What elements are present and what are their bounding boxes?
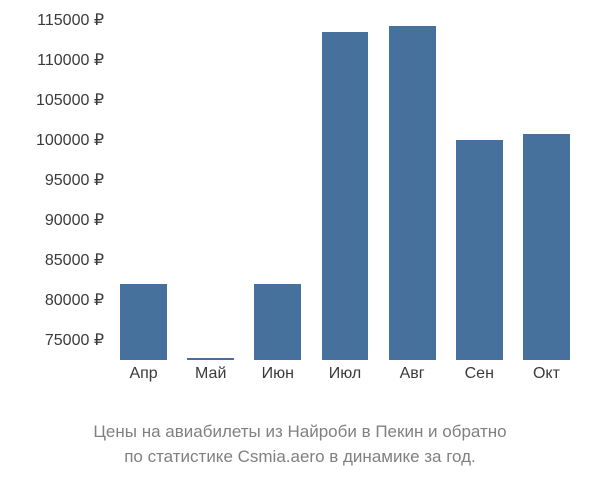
price-bar-chart: 75000 ₽ 80000 ₽ 85000 ₽ 90000 ₽ 95000 ₽ 10000…	[0, 0, 600, 410]
y-tick-label: 75000 ₽	[0, 330, 110, 350]
bar	[254, 284, 301, 360]
bar-slot	[446, 0, 513, 360]
y-tick-label: 95000 ₽	[0, 170, 110, 190]
y-tick-label: 90000 ₽	[0, 210, 110, 230]
bar-slot	[177, 0, 244, 360]
bars-container	[110, 0, 580, 360]
bar	[456, 140, 503, 360]
y-tick-label: 85000 ₽	[0, 250, 110, 270]
y-tick-label: 110000 ₽	[0, 50, 110, 70]
bar-slot	[110, 0, 177, 360]
chart-plot-area	[110, 0, 580, 360]
bar-slot	[513, 0, 580, 360]
bar	[322, 32, 369, 360]
bar	[120, 284, 167, 360]
x-tick-label: Окт	[513, 365, 580, 383]
y-axis: 75000 ₽ 80000 ₽ 85000 ₽ 90000 ₽ 95000 ₽ 10000…	[0, 0, 110, 360]
bar	[187, 358, 234, 360]
y-tick-label: 100000 ₽	[0, 130, 110, 150]
bar-slot	[379, 0, 446, 360]
caption-line-1: Цены на авиабилеты из Найроби в Пекин и …	[93, 422, 506, 441]
caption-line-2: по статистике Csmia.aero в динамике за г…	[124, 447, 476, 466]
y-tick-label: 80000 ₽	[0, 290, 110, 310]
x-axis: АпрМайИюнИюлАвгСенОкт	[110, 365, 580, 383]
x-tick-label: Май	[177, 365, 244, 383]
y-tick-label: 115000 ₽	[0, 10, 110, 30]
chart-caption: Цены на авиабилеты из Найроби в Пекин и …	[0, 420, 600, 469]
x-tick-label: Апр	[110, 365, 177, 383]
bar	[389, 26, 436, 360]
x-tick-label: Июн	[244, 365, 311, 383]
x-tick-label: Июл	[311, 365, 378, 383]
y-tick-label: 105000 ₽	[0, 90, 110, 110]
x-tick-label: Авг	[379, 365, 446, 383]
x-tick-label: Сен	[446, 365, 513, 383]
bar-slot	[244, 0, 311, 360]
bar	[523, 134, 570, 360]
bar-slot	[311, 0, 378, 360]
